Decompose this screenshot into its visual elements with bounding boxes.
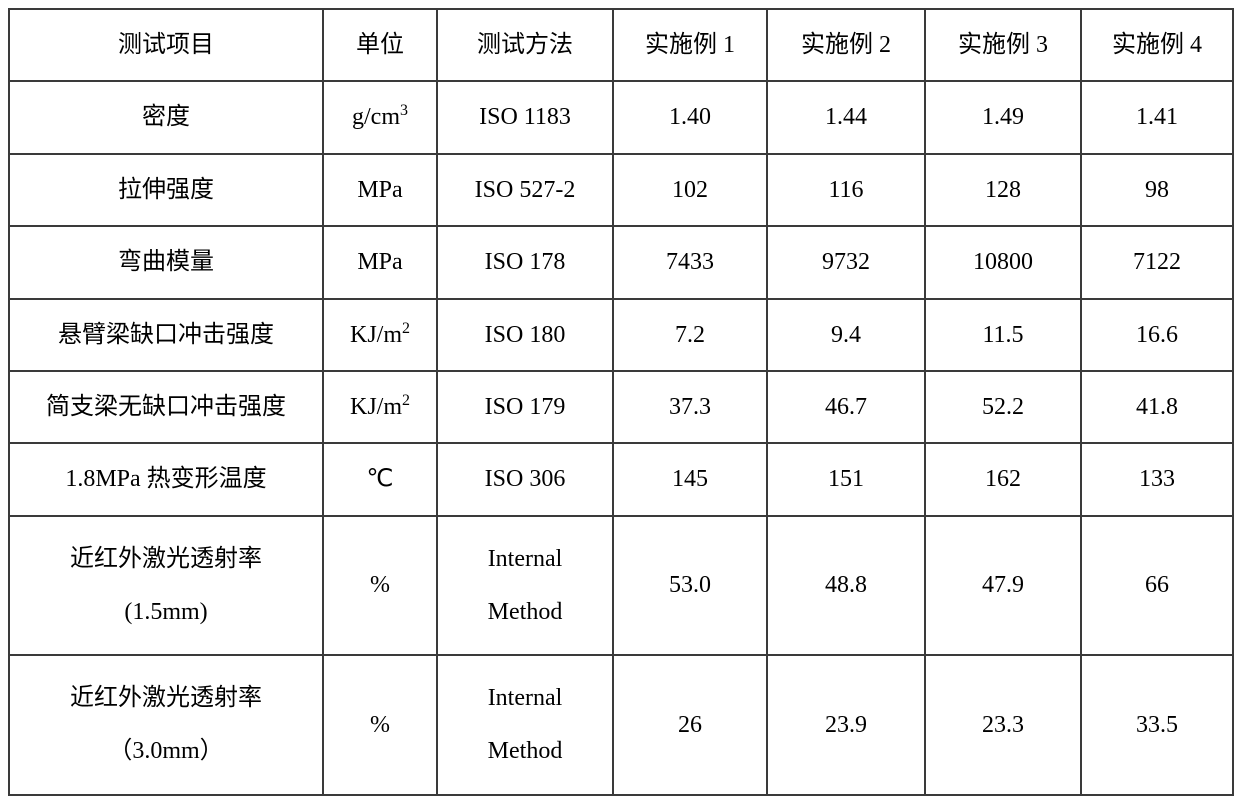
value-cell: 1.44 [767, 81, 925, 153]
unit-cell: g/cm3 [323, 81, 437, 153]
value-cell: 7433 [613, 226, 767, 298]
header-cell: 实施例 4 [1081, 9, 1233, 81]
value-cell: 133 [1081, 443, 1233, 515]
value-cell: 53.0 [613, 516, 767, 656]
value-cell: 47.9 [925, 516, 1081, 656]
unit-cell: KJ/m2 [323, 371, 437, 443]
method-cell: ISO 1183 [437, 81, 613, 153]
table-row: 密度g/cm3ISO 11831.401.441.491.41 [9, 81, 1233, 153]
value-cell: 16.6 [1081, 299, 1233, 371]
unit-cell: ℃ [323, 443, 437, 515]
value-cell: 98 [1081, 154, 1233, 226]
value-cell: 48.8 [767, 516, 925, 656]
value-cell: 10800 [925, 226, 1081, 298]
value-cell: 37.3 [613, 371, 767, 443]
value-cell: 145 [613, 443, 767, 515]
test-item-cell: 悬臂梁缺口冲击强度 [9, 299, 323, 371]
test-item-cell: 近红外激光透射率(1.5mm) [9, 516, 323, 656]
value-cell: 41.8 [1081, 371, 1233, 443]
header-cell: 测试方法 [437, 9, 613, 81]
table-row: 1.8MPa 热变形温度℃ISO 306145151162133 [9, 443, 1233, 515]
data-table: 测试项目 单位 测试方法 实施例 1 实施例 2 实施例 3 实施例 4 密度g… [8, 8, 1234, 796]
value-cell: 1.49 [925, 81, 1081, 153]
method-cell: ISO 180 [437, 299, 613, 371]
method-cell: InternalMethod [437, 655, 613, 795]
value-cell: 151 [767, 443, 925, 515]
method-cell: ISO 306 [437, 443, 613, 515]
table-row: 拉伸强度MPaISO 527-210211612898 [9, 154, 1233, 226]
method-cell: InternalMethod [437, 516, 613, 656]
table-row: 弯曲模量MPaISO 17874339732108007122 [9, 226, 1233, 298]
test-item-cell: 近红外激光透射率（3.0mm） [9, 655, 323, 795]
method-cell: ISO 527-2 [437, 154, 613, 226]
test-item-cell: 拉伸强度 [9, 154, 323, 226]
unit-cell: MPa [323, 154, 437, 226]
test-item-cell: 简支梁无缺口冲击强度 [9, 371, 323, 443]
unit-cell: % [323, 655, 437, 795]
test-item-cell: 1.8MPa 热变形温度 [9, 443, 323, 515]
value-cell: 11.5 [925, 299, 1081, 371]
value-cell: 1.41 [1081, 81, 1233, 153]
value-cell: 116 [767, 154, 925, 226]
unit-cell: KJ/m2 [323, 299, 437, 371]
table-header-row: 测试项目 单位 测试方法 实施例 1 实施例 2 实施例 3 实施例 4 [9, 9, 1233, 81]
value-cell: 128 [925, 154, 1081, 226]
value-cell: 23.3 [925, 655, 1081, 795]
value-cell: 102 [613, 154, 767, 226]
table-row: 悬臂梁缺口冲击强度KJ/m2ISO 1807.29.411.516.6 [9, 299, 1233, 371]
value-cell: 26 [613, 655, 767, 795]
header-cell: 实施例 3 [925, 9, 1081, 81]
value-cell: 52.2 [925, 371, 1081, 443]
method-cell: ISO 178 [437, 226, 613, 298]
value-cell: 9732 [767, 226, 925, 298]
value-cell: 66 [1081, 516, 1233, 656]
unit-cell: % [323, 516, 437, 656]
header-cell: 实施例 1 [613, 9, 767, 81]
value-cell: 33.5 [1081, 655, 1233, 795]
value-cell: 162 [925, 443, 1081, 515]
table-row: 简支梁无缺口冲击强度KJ/m2ISO 17937.346.752.241.8 [9, 371, 1233, 443]
table-body: 测试项目 单位 测试方法 实施例 1 实施例 2 实施例 3 实施例 4 密度g… [9, 9, 1233, 795]
value-cell: 9.4 [767, 299, 925, 371]
header-cell: 单位 [323, 9, 437, 81]
method-cell: ISO 179 [437, 371, 613, 443]
test-item-cell: 密度 [9, 81, 323, 153]
value-cell: 1.40 [613, 81, 767, 153]
header-cell: 测试项目 [9, 9, 323, 81]
header-cell: 实施例 2 [767, 9, 925, 81]
table-row: 近红外激光透射率(1.5mm)%InternalMethod53.048.847… [9, 516, 1233, 656]
unit-cell: MPa [323, 226, 437, 298]
value-cell: 46.7 [767, 371, 925, 443]
test-item-cell: 弯曲模量 [9, 226, 323, 298]
table-row: 近红外激光透射率（3.0mm）%InternalMethod2623.923.3… [9, 655, 1233, 795]
value-cell: 7.2 [613, 299, 767, 371]
value-cell: 23.9 [767, 655, 925, 795]
value-cell: 7122 [1081, 226, 1233, 298]
